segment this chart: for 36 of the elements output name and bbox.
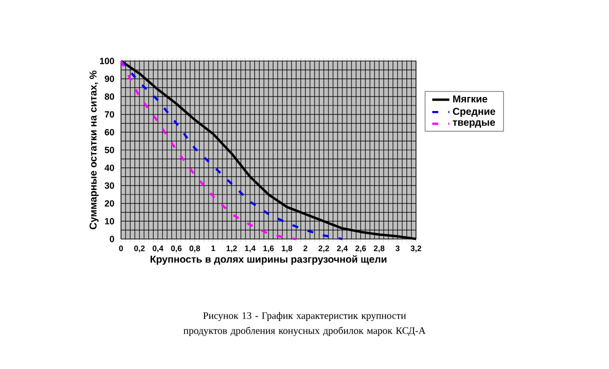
x-tick-label: 0,6 bbox=[171, 246, 182, 252]
x-tick-label: 2 bbox=[303, 246, 308, 252]
y-tick-label: 30 bbox=[104, 182, 114, 189]
legend-label: Средние bbox=[452, 108, 496, 117]
line-series bbox=[120, 60, 298, 240]
x-tick-label: 0,8 bbox=[190, 246, 200, 252]
x-tick-label: 1,2 bbox=[226, 246, 237, 252]
y-tick-label: 90 bbox=[104, 76, 114, 82]
y-tick-label: 40 bbox=[104, 164, 114, 171]
legend-label: твердые bbox=[452, 120, 495, 128]
y-axis-title: Суммарные остатки на ситах, % bbox=[90, 70, 99, 230]
y-tick-label: 60 bbox=[104, 129, 114, 136]
x-tick-label: 2,8 bbox=[374, 246, 384, 252]
x-tick-label: 0 bbox=[119, 246, 123, 252]
x-tick-label: 0,4 bbox=[152, 246, 164, 252]
y-tick-label: 20 bbox=[104, 200, 114, 207]
x-tick-label: 3 bbox=[396, 246, 400, 252]
x-tick-label: 2,6 bbox=[355, 246, 366, 252]
x-axis-title: Крупность в долях ширины разгрузочной щели bbox=[150, 255, 386, 265]
line-series bbox=[120, 60, 344, 240]
x-tick-label: 1,6 bbox=[263, 246, 274, 252]
x-tick-label: 2,4 bbox=[336, 246, 348, 252]
x-tick-label: 3,2 bbox=[410, 246, 422, 252]
x-tick-label: 0,2 bbox=[134, 246, 145, 252]
x-tick-label: 2,2 bbox=[318, 246, 330, 252]
text: Рисунок 13 - График характеристик крупности продуктов дробления конусных дробилок марок КСД-А bbox=[184, 312, 426, 336]
x-tick-label: 1,8 bbox=[282, 246, 292, 252]
x-tick-label: 1 bbox=[211, 246, 216, 252]
y-tick-label: 10 bbox=[105, 218, 114, 224]
legend-label: Мягкие bbox=[453, 95, 488, 102]
y-tick-label: 80 bbox=[104, 93, 114, 100]
y-tick-label: 50 bbox=[104, 146, 114, 154]
y-tick-label: 70 bbox=[104, 111, 114, 118]
y-tick-label: 0 bbox=[110, 236, 114, 242]
y-tick-label: 100 bbox=[100, 58, 114, 64]
x-tick-label: 1,4 bbox=[245, 246, 256, 252]
